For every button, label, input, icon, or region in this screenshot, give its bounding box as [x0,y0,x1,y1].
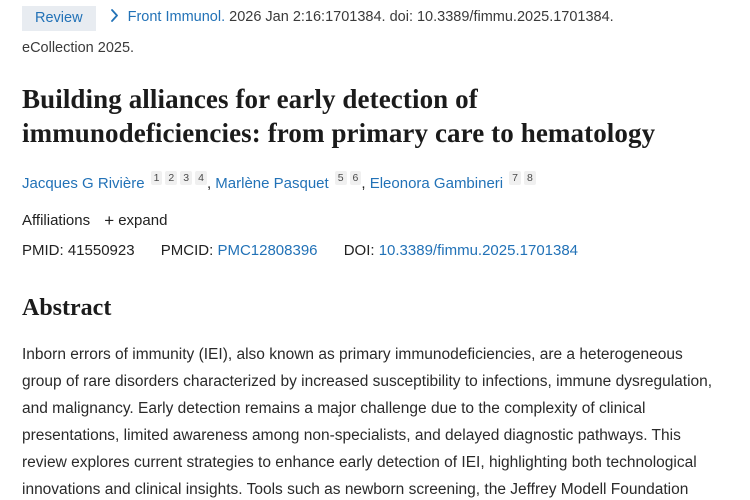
affiliation-number[interactable]: 6 [349,171,362,185]
pmcid-link[interactable]: PMC12808396 [217,242,318,259]
doi-group: DOI: 10.3389/fimmu.2025.1701384 [344,242,578,259]
chevron-right-icon [110,7,119,29]
affiliation-number[interactable]: 1 [150,171,163,185]
identifiers-row: PMID: 41550923 PMCID: PMC12808396 DOI: 1… [22,242,720,259]
abstract-heading: Abstract [22,295,112,321]
pmid-group: PMID: 41550923 [22,242,135,259]
pmcid-label: PMCID: [160,242,214,259]
author-item: Marlène Pasquet 5 6 [215,171,370,192]
affiliation-number[interactable]: 5 [334,171,347,185]
affiliation-number[interactable]: 7 [509,171,521,185]
author-item: Jacques G Rivière 1 2 3 4 [22,171,215,192]
expand-label: expand [118,212,168,229]
article-title: Building alliances for early detection o… [22,84,656,148]
affiliation-number[interactable]: 2 [165,171,178,185]
author-link[interactable]: Marlène Pasquet [215,175,329,192]
citation-ecollection: eCollection 2025. [22,40,135,56]
affiliations-label: Affiliations [22,212,91,229]
author-link[interactable]: Jacques G Rivière [22,175,145,192]
pmid-label: PMID: [22,242,64,259]
author-item: Eleonora Gambineri 7 8 [369,171,536,192]
citation-row: Review Front Immunol. 2026 Jan 2:16:1701… [22,6,720,31]
affiliation-number[interactable]: 4 [195,171,207,185]
publication-type-badge: Review [22,6,96,31]
journal-link[interactable]: Front Immunol. [127,9,226,25]
affiliation-number[interactable]: 3 [180,171,193,185]
pmid-value: 41550923 [67,242,135,259]
expand-affiliations-button[interactable]: + expand [104,211,167,231]
affiliation-number[interactable]: 8 [523,171,536,185]
doi-link[interactable]: 10.3389/fimmu.2025.1701384 [378,242,579,259]
pmcid-group: PMCID: PMC12808396 [161,242,318,259]
affiliations-row: Affiliations + expand [22,211,720,231]
abstract-text: Inborn errors of immunity (IEI), also kn… [22,346,713,498]
author-link[interactable]: Eleonora Gambineri [369,175,504,192]
plus-icon: + [104,211,115,230]
citation-details: 2026 Jan 2:16:1701384. doi: 10.3389/fimm… [229,9,614,25]
doi-label: DOI: [343,242,375,259]
